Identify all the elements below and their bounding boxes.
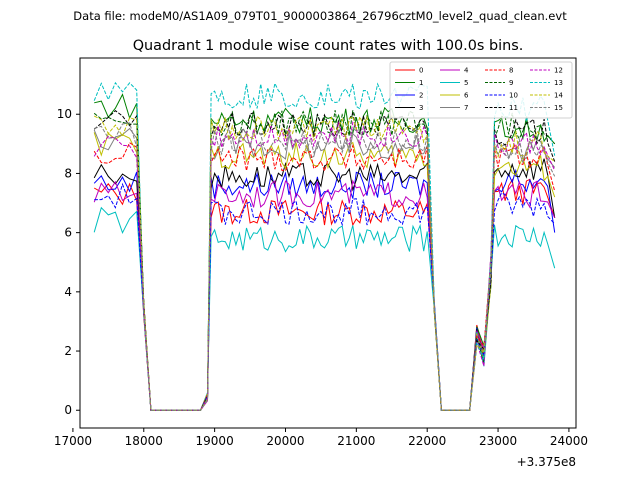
x-offset-label: +3.375e8 <box>517 455 576 469</box>
legend-label-12: 12 <box>554 67 563 75</box>
x-tick-label: 17000 <box>54 434 92 448</box>
plot-area <box>93 81 556 411</box>
chart-title: Quadrant 1 module wise count rates with … <box>133 38 524 54</box>
legend-label-5: 5 <box>464 79 468 87</box>
legend-label-13: 13 <box>554 79 563 87</box>
y-tick-label: 0 <box>64 403 72 417</box>
series-line-5 <box>93 206 556 411</box>
legend-box <box>389 61 573 119</box>
legend-label-4: 4 <box>464 67 469 75</box>
legend-label-1: 1 <box>419 79 423 87</box>
x-tick-label: 23000 <box>479 434 517 448</box>
series-line-10 <box>94 182 556 411</box>
legend-label-11: 11 <box>509 104 518 112</box>
series-line-7 <box>93 127 556 411</box>
series-line-12 <box>93 120 556 411</box>
series-line-13 <box>93 81 556 411</box>
legend-label-2: 2 <box>419 92 423 100</box>
series-line-14 <box>93 114 556 411</box>
x-tick-label: 22000 <box>408 434 446 448</box>
x-tick-label: 24000 <box>550 434 588 448</box>
series-line-11 <box>93 110 556 411</box>
legend-label-3: 3 <box>419 104 423 112</box>
y-tick-label: 2 <box>64 344 72 358</box>
y-tick-label: 6 <box>64 226 72 240</box>
legend-label-15: 15 <box>554 104 563 112</box>
y-tick-label: 10 <box>57 107 72 121</box>
y-tick-label: 4 <box>64 285 72 299</box>
series-line-0 <box>93 178 556 411</box>
y-tick-label: 8 <box>64 166 72 180</box>
x-tick-label: 21000 <box>337 434 375 448</box>
series-line-15 <box>94 122 556 411</box>
x-tick-label: 18000 <box>125 434 163 448</box>
x-tick-label: 19000 <box>196 434 234 448</box>
series-line-8 <box>93 141 556 411</box>
series-line-6 <box>93 132 556 411</box>
series-line-9 <box>93 110 556 411</box>
legend-label-9: 9 <box>509 79 513 87</box>
plot-frame <box>79 57 577 429</box>
suptitle: Data file: modeM0/AS1A09_079T01_90000038… <box>73 9 567 23</box>
legend-label-6: 6 <box>464 92 469 100</box>
legend-label-8: 8 <box>509 67 513 75</box>
series-line-1 <box>94 93 556 411</box>
legend-label-10: 10 <box>509 92 518 100</box>
legend-label-14: 14 <box>554 92 563 100</box>
series-line-2 <box>93 168 556 411</box>
x-tick-label: 20000 <box>266 434 304 448</box>
series-line-4 <box>93 179 556 411</box>
series-line-3 <box>93 158 556 411</box>
legend-label-0: 0 <box>419 67 423 75</box>
legend-label-7: 7 <box>464 104 468 112</box>
axes: 17000 18000 19000 20000 21000 22000 23000 24000… <box>54 107 588 448</box>
